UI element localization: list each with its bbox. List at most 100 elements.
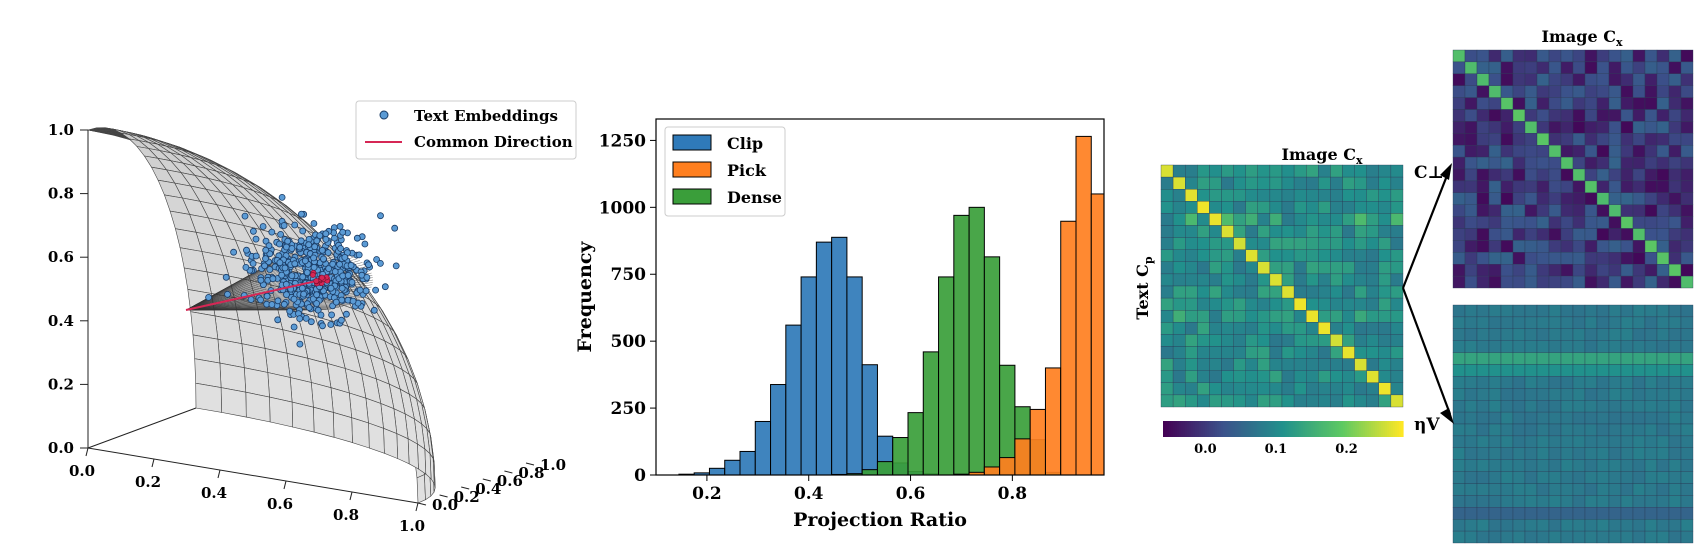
heatmap-cell	[1221, 249, 1234, 262]
heatmap-cell	[1488, 264, 1502, 277]
heatmap-cell	[1269, 322, 1283, 335]
heatmap-cell	[1644, 316, 1658, 329]
heatmap-cell	[1644, 275, 1658, 289]
heatmap-cell	[1464, 192, 1478, 205]
heatmap-cell	[1584, 316, 1598, 329]
heatmap-cell	[1680, 519, 1694, 532]
heatmap-cell	[1512, 156, 1526, 170]
heatmap-cell	[1656, 483, 1670, 496]
heatmap-cell	[1536, 168, 1550, 182]
embedding-point	[257, 296, 265, 304]
histogram-xtick-label: 0.6	[896, 484, 926, 504]
heatmap-cell	[1185, 261, 1198, 275]
heatmap-cell	[1524, 519, 1538, 532]
colorbar-segment	[1315, 421, 1318, 437]
histogram-bar-dense	[968, 206, 985, 476]
heatmap-cell	[1318, 394, 1331, 408]
heatmap-cell	[1390, 322, 1404, 335]
heatmap-cell	[1668, 240, 1682, 253]
colorbar-segment	[1329, 421, 1332, 437]
heatmap-cell	[1185, 334, 1198, 347]
x-tick	[151, 458, 155, 468]
heatmap-cell	[1668, 340, 1682, 353]
colorbar-segment	[1307, 421, 1310, 437]
heatmap-cell	[1548, 411, 1562, 425]
heatmap-cell	[1524, 204, 1538, 217]
heatmap-cell	[1596, 252, 1610, 265]
heatmap-cell	[1500, 495, 1514, 508]
heatmap-cell	[1680, 156, 1694, 170]
heatmap-cell	[1209, 358, 1222, 371]
colorbar-segment	[1213, 421, 1216, 437]
heatmap-cell	[1269, 334, 1283, 347]
heatmap-cell	[1548, 423, 1562, 437]
heatmap-cell	[1632, 388, 1646, 401]
embedding-point	[296, 243, 304, 251]
embedding-point	[318, 246, 326, 254]
embedding-point	[327, 284, 335, 292]
embedding-point	[298, 284, 306, 292]
heatmap-cell	[1390, 189, 1404, 202]
heatmap-cell	[1608, 507, 1622, 520]
embedding-point	[376, 259, 384, 267]
heatmap-cell	[1596, 228, 1610, 241]
heatmap-cell	[1524, 168, 1538, 182]
heatmap-cell	[1221, 285, 1234, 299]
colorbar-segment	[1299, 421, 1302, 437]
heatmap-cell	[1185, 310, 1198, 323]
heatmap-cell	[1584, 530, 1598, 544]
embedding-point	[262, 246, 270, 254]
heatmap-cell	[1464, 61, 1478, 74]
heatmap-cell	[1488, 275, 1502, 289]
heatmap-cell	[1560, 204, 1574, 217]
heatmap-cell	[1632, 376, 1646, 389]
heatmap-cell	[1680, 483, 1694, 496]
heatmap-cell	[1584, 388, 1598, 401]
heatmap-cell	[1548, 459, 1562, 472]
heatmap-cell	[1500, 471, 1514, 484]
heatmap-cell	[1524, 340, 1538, 353]
heatmap-cell	[1536, 388, 1550, 401]
heatmap-cell	[1560, 459, 1574, 472]
heatmap-cell	[1464, 145, 1478, 158]
heatmap-cell	[1584, 340, 1598, 353]
heatmap-cell	[1656, 459, 1670, 472]
heatmap-cell	[1366, 164, 1379, 178]
embedding-point	[276, 259, 284, 267]
heatmap-common	[1452, 304, 1694, 544]
heatmap-cell	[1524, 364, 1538, 377]
heatmap-cell	[1500, 316, 1514, 329]
embedding-point	[282, 243, 290, 251]
heatmap-cell	[1185, 358, 1198, 371]
colorbar-segment	[1375, 421, 1378, 437]
heatmap-cell	[1632, 121, 1646, 134]
heatmap-cell	[1281, 273, 1295, 287]
embedding-point	[310, 254, 318, 262]
colorbar-segment	[1333, 421, 1336, 437]
heatmap-cell	[1378, 225, 1392, 238]
heatmap-cell	[1632, 304, 1646, 318]
heatmap-cell	[1656, 109, 1670, 122]
heatmap-cell	[1354, 370, 1367, 383]
heatmap-cell	[1476, 483, 1490, 496]
heatmap-cell	[1221, 237, 1234, 250]
colorbar-segment	[1353, 421, 1356, 437]
heatmap-cell	[1572, 121, 1586, 134]
heatmap-cell	[1680, 507, 1694, 520]
heatmap-cell	[1656, 252, 1670, 265]
embedding-point	[249, 260, 257, 267]
heatmap-cell	[1608, 240, 1622, 253]
heatmap-cell	[1464, 133, 1478, 146]
heatmap-cell	[1342, 237, 1355, 250]
colorbar-segment	[1295, 421, 1298, 437]
heatmap-cell	[1656, 216, 1670, 229]
colorbar-segment	[1327, 421, 1330, 437]
heatmap-cell	[1281, 261, 1295, 275]
heatmap-cell	[1608, 423, 1622, 437]
heatmap-cell	[1524, 328, 1538, 341]
heatmap-cell	[1572, 400, 1586, 413]
embedding-point	[301, 257, 309, 265]
heatmap-cell	[1560, 364, 1574, 377]
embedding-point	[391, 224, 399, 232]
heatmap-cell	[1488, 133, 1502, 146]
